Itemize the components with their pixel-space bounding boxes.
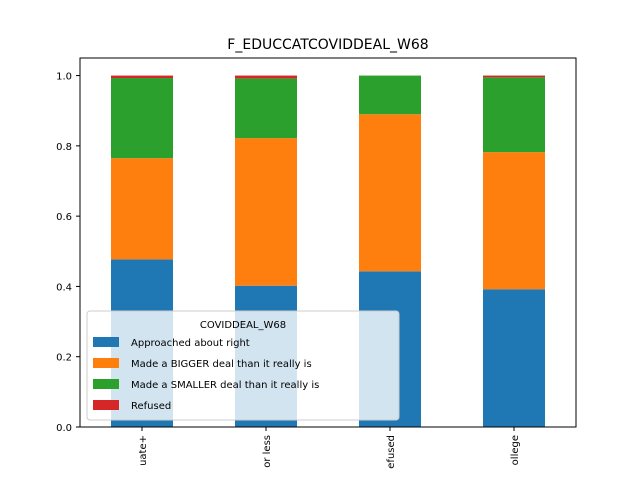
legend-swatch	[93, 358, 119, 368]
bar-segment	[111, 78, 173, 159]
x-tick-label: ollege	[510, 435, 521, 465]
bar-segment	[359, 114, 421, 272]
legend-swatch	[93, 400, 119, 410]
y-axis: 0.0 0.2 0.4 0.6 0.8 1.0	[56, 72, 80, 434]
chart-title: F_EDUCCATCOVIDDEAL_W68	[227, 37, 428, 53]
bar-segment	[483, 75, 545, 78]
legend-label: Approached about right	[131, 338, 250, 349]
bar-segment	[235, 75, 297, 79]
y-tick-label: 0.4	[56, 282, 72, 293]
legend-title: COVIDDEAL_W68	[200, 320, 286, 331]
x-tick-label: efused	[386, 435, 397, 469]
legend-label: Made a BIGGER deal than it really is	[131, 359, 312, 370]
y-tick-label: 0.8	[56, 142, 72, 153]
legend: COVIDDEAL_W68 Approached about right Made …	[86, 310, 400, 421]
y-tick-label: 0.6	[56, 212, 72, 223]
bar-segment	[483, 152, 545, 290]
bar-segment	[111, 158, 173, 260]
legend-box	[86, 310, 400, 421]
x-tick-label: uate+	[138, 435, 149, 466]
x-axis: uate+ or less efused ollege	[138, 427, 521, 469]
bar-segment	[483, 77, 545, 153]
bar-segment	[235, 138, 297, 286]
legend-label: Made a SMALLER deal than it really is	[131, 380, 319, 391]
x-tick-label: or less	[262, 435, 273, 468]
legend-swatch	[93, 337, 119, 347]
legend-swatch	[93, 379, 119, 389]
y-tick-label: 1.0	[56, 72, 72, 83]
bar-segment	[359, 75, 421, 115]
bar-segment	[483, 289, 545, 427]
y-tick-label: 0.2	[56, 353, 72, 364]
y-tick-label: 0.0	[56, 423, 72, 434]
bar-segment	[111, 75, 173, 79]
bar-segment	[235, 78, 297, 139]
legend-label: Refused	[131, 401, 171, 412]
axes-frame	[79, 57, 577, 428]
